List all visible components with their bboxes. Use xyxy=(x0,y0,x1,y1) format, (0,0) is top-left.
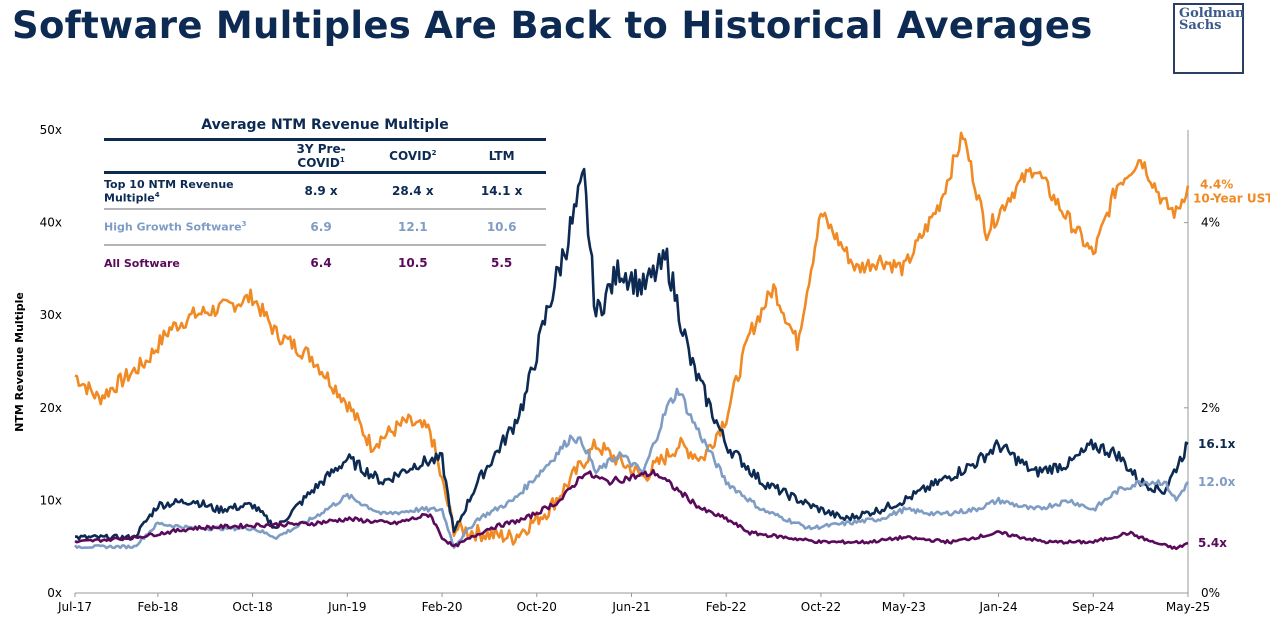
x-tick-label: Oct-22 xyxy=(801,600,841,614)
x-tick-label: Feb-18 xyxy=(137,600,178,614)
series-line-high-growth-software xyxy=(74,387,1189,550)
series-label: 10-Year UST xyxy=(1193,192,1270,206)
end-label: 16.1x xyxy=(1198,437,1236,451)
end-label: 12.0x xyxy=(1198,475,1236,489)
x-tick-label: Jan-24 xyxy=(978,600,1017,614)
y-tick-label: 50x xyxy=(40,123,62,137)
series-line-all-software xyxy=(74,468,1189,551)
summary-table: Average NTM Revenue Multiple 3Y Pre-COVI… xyxy=(104,114,546,280)
x-tick-label: Jun-19 xyxy=(327,600,366,614)
end-label: 4.4% xyxy=(1200,178,1233,192)
table-header-row: 3Y Pre-COVID1 COVID2 LTM xyxy=(104,141,546,174)
x-tick-label: Jul-17 xyxy=(57,600,92,614)
x-tick-label: May-23 xyxy=(882,600,926,614)
y-tick-label: 10x xyxy=(40,493,62,507)
header-cell: COVID2 xyxy=(389,149,437,163)
table-row: All Software 6.4 10.5 5.5 xyxy=(104,256,513,270)
y-tick-label: 40x xyxy=(40,216,62,230)
table-row: High Growth Software3 6.9 12.1 10.6 xyxy=(104,210,546,246)
page-title: Software Multiples Are Back to Historica… xyxy=(12,4,1093,47)
y2-tick-label: 2% xyxy=(1201,401,1220,415)
series-line-top-10-ntm-revenue-multiple xyxy=(74,167,1189,542)
x-tick-label: May-25 xyxy=(1166,600,1210,614)
y-axis-title: NTM Revenue Multiple xyxy=(13,292,26,432)
end-label: 5.4x xyxy=(1198,536,1227,550)
table-row: Top 10 NTM Revenue Multiple4 8.9 x 28.4 x… xyxy=(104,174,546,210)
y2-tick-label: 4% xyxy=(1201,216,1220,230)
y-tick-label: 20x xyxy=(40,401,62,415)
x-tick-label: Jun-21 xyxy=(611,600,650,614)
x-tick-label: Feb-22 xyxy=(706,600,747,614)
header-cell: 3Y Pre-COVID1 xyxy=(296,142,346,170)
x-tick-label: Oct-20 xyxy=(517,600,557,614)
y-tick-label: 0x xyxy=(47,586,62,600)
goldman-sachs-logo: Goldman Sachs xyxy=(1173,3,1244,74)
x-tick-label: Oct-18 xyxy=(232,600,272,614)
y2-tick-label: 0% xyxy=(1201,586,1220,600)
y-tick-label: 30x xyxy=(40,308,62,322)
table-title: Average NTM Revenue Multiple xyxy=(104,114,546,141)
x-tick-label: Feb-20 xyxy=(422,600,463,614)
x-tick-label: Sep-24 xyxy=(1072,600,1114,614)
header-cell: LTM xyxy=(488,149,515,163)
